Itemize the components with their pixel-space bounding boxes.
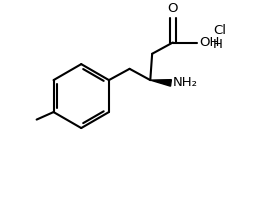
Text: NH₂: NH₂ <box>173 76 198 89</box>
Text: O: O <box>168 2 178 15</box>
Text: H: H <box>213 38 223 51</box>
Text: Cl: Cl <box>213 24 226 37</box>
Polygon shape <box>150 80 171 86</box>
Text: OH: OH <box>199 36 220 49</box>
